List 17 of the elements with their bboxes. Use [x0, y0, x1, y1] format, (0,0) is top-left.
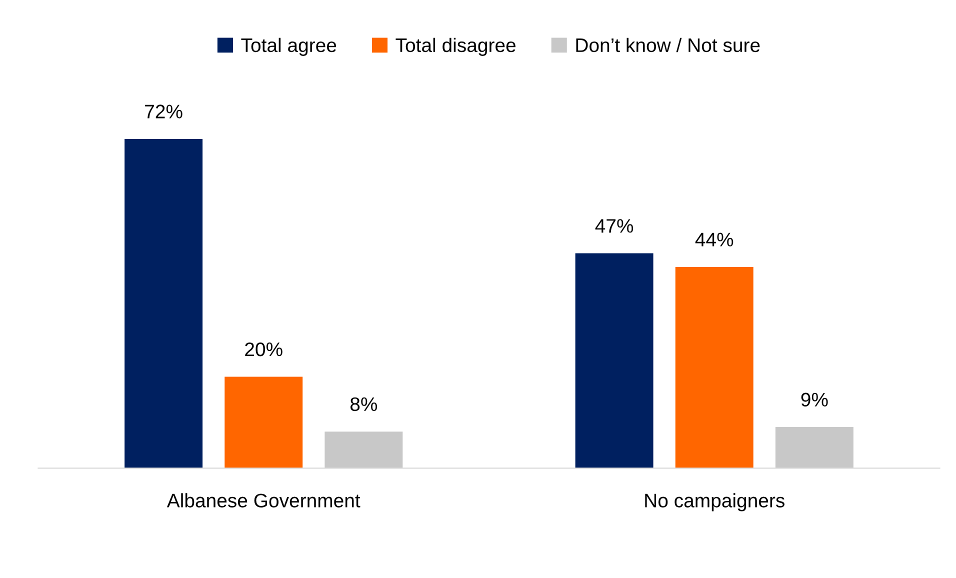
bar — [775, 427, 854, 468]
x-tick-label: Albanese Government — [166, 493, 360, 508]
legend-label: Total agree — [241, 38, 336, 56]
bar — [675, 266, 754, 468]
x-tick-label: No campaigners — [645, 493, 784, 512]
legend-label: Total disagree — [396, 38, 516, 56]
bar — [575, 253, 654, 468]
bar — [224, 376, 303, 468]
bar — [324, 432, 403, 468]
data-label: 9% — [801, 392, 828, 407]
bar — [124, 138, 203, 468]
legend-label: Don’t know / Not sure — [576, 38, 760, 52]
data-label: 8% — [350, 397, 378, 412]
data-label: 44% — [695, 232, 734, 246]
data-label: 20% — [245, 342, 282, 356]
data-label: 47% — [595, 219, 634, 233]
data-label: 72% — [145, 104, 182, 118]
